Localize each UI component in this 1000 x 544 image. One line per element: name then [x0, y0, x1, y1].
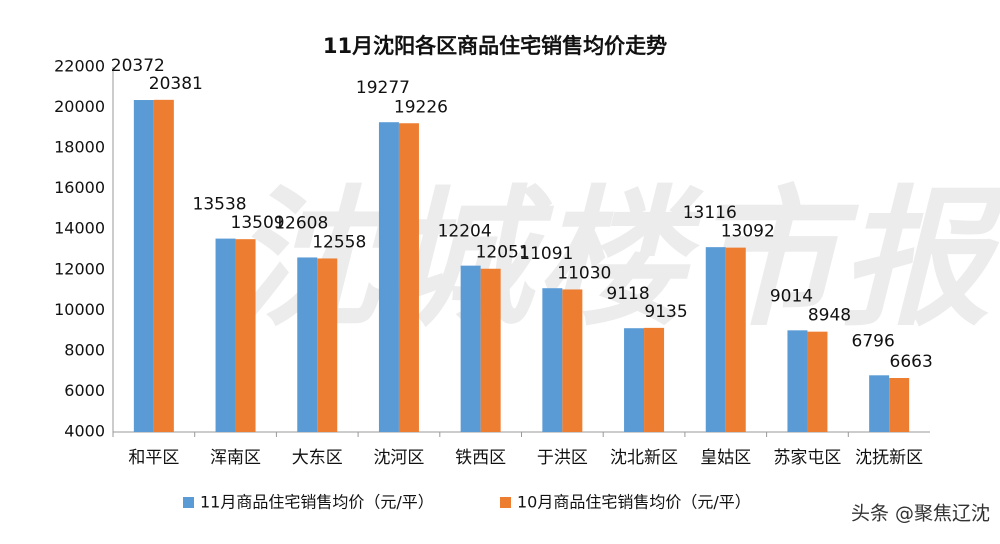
x-tick-label: 沈北新区	[610, 448, 678, 468]
bar	[869, 375, 890, 432]
x-tick-label: 铁西区	[455, 448, 506, 468]
value-label: 9014	[770, 286, 813, 306]
bar	[133, 100, 154, 433]
y-tick-label: 18000	[54, 138, 105, 157]
value-label: 20381	[149, 74, 203, 94]
y-tick-label: 10000	[54, 300, 105, 319]
bar	[889, 378, 910, 432]
x-tick-label: 苏家屯区	[773, 448, 841, 468]
bar	[297, 257, 318, 432]
y-tick-label: 4000	[64, 422, 105, 441]
bar	[644, 327, 665, 432]
value-label: 9135	[644, 302, 687, 322]
x-tick-label: 和平区	[128, 448, 179, 468]
x-tick-label: 皇姑区	[700, 448, 751, 468]
y-tick-label: 20000	[54, 97, 105, 116]
x-tick-label: 沈抚新区	[855, 448, 923, 468]
value-label: 13538	[193, 195, 247, 215]
bar	[807, 331, 828, 432]
y-tick-label: 8000	[64, 340, 105, 359]
legend-label: 10月商品住宅销售均价（元/平）	[517, 493, 751, 512]
value-label: 12608	[274, 213, 328, 233]
bar	[624, 328, 645, 432]
background-watermark: 沈城楼市报	[230, 173, 1000, 347]
bar	[562, 289, 583, 432]
bar	[215, 238, 236, 432]
bar	[460, 265, 481, 432]
bar	[153, 99, 174, 433]
value-label: 13509	[231, 213, 285, 233]
value-label: 8948	[808, 306, 851, 326]
value-label: 9118	[606, 284, 649, 304]
y-tick-label: 16000	[54, 178, 105, 197]
value-label: 19226	[394, 97, 448, 117]
chart-title: 11月沈阳各区商品住宅销售均价走势	[323, 34, 667, 58]
y-tick-label: 22000	[54, 57, 105, 76]
legend-label: 11月商品住宅销售均价（元/平）	[200, 493, 434, 512]
value-label: 6796	[852, 331, 895, 351]
value-label: 11091	[519, 244, 573, 264]
value-label: 12051	[476, 243, 530, 263]
y-tick-label: 12000	[54, 259, 105, 278]
bar	[725, 247, 746, 432]
y-tick-label: 6000	[64, 381, 105, 400]
value-label: 12204	[438, 222, 492, 242]
value-label: 12558	[312, 232, 366, 252]
bar	[480, 268, 501, 432]
bar	[705, 247, 726, 432]
x-tick-label: 浑南区	[210, 448, 261, 468]
x-tick-label: 大东区	[292, 448, 343, 468]
value-label: 13092	[721, 222, 775, 242]
bar	[398, 123, 419, 433]
value-label: 19277	[356, 78, 410, 98]
value-label: 11030	[557, 263, 611, 283]
bar	[235, 239, 256, 432]
y-tick-label: 14000	[54, 219, 105, 238]
x-tick-label: 沈河区	[373, 448, 424, 468]
value-label: 13116	[683, 203, 737, 223]
legend-swatch	[500, 497, 511, 508]
legend-swatch	[183, 497, 194, 508]
bar	[787, 330, 808, 432]
value-label: 6663	[890, 352, 933, 372]
source-watermark: 头条 @聚焦辽沈	[851, 503, 990, 525]
bar	[542, 288, 563, 432]
value-label: 20372	[111, 56, 165, 76]
bar	[378, 122, 399, 432]
x-tick-label: 于洪区	[537, 448, 588, 468]
bar	[317, 258, 338, 432]
